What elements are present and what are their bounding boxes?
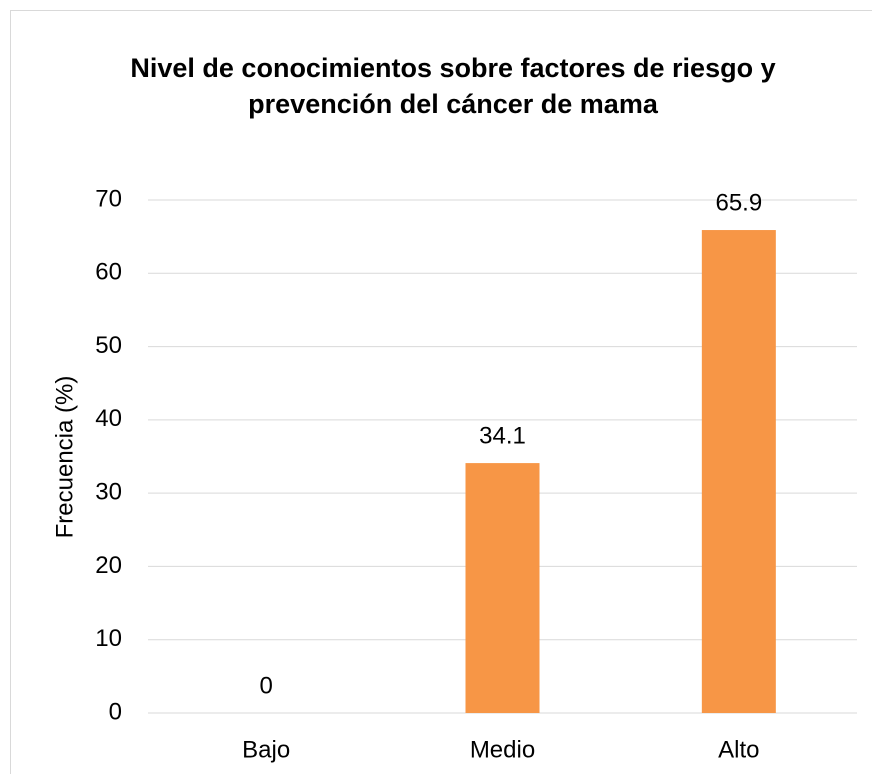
bar	[701, 230, 776, 713]
x-tick-label: Alto	[718, 736, 759, 763]
y-tick-label: 40	[95, 405, 122, 432]
data-label: 0	[259, 672, 272, 699]
chart-border	[10, 10, 872, 774]
chart-title: Nivel de conocimientos sobre factores de…	[130, 53, 776, 119]
y-tick-label: 50	[95, 332, 122, 359]
y-tick-label: 10	[95, 625, 122, 652]
data-label: 65.9	[715, 189, 762, 216]
y-tick-label: 30	[95, 478, 122, 505]
x-tick-label: Medio	[470, 736, 535, 763]
y-tick-label: 20	[95, 552, 122, 579]
data-label: 34.1	[479, 422, 526, 449]
x-tick-label: Bajo	[242, 736, 290, 763]
y-tick-label: 60	[95, 259, 122, 286]
y-tick-label: 0	[109, 698, 122, 725]
y-tick-label: 70	[95, 185, 122, 212]
y-axis-label: Frecuencia (%)	[51, 376, 78, 539]
bar	[465, 463, 540, 713]
